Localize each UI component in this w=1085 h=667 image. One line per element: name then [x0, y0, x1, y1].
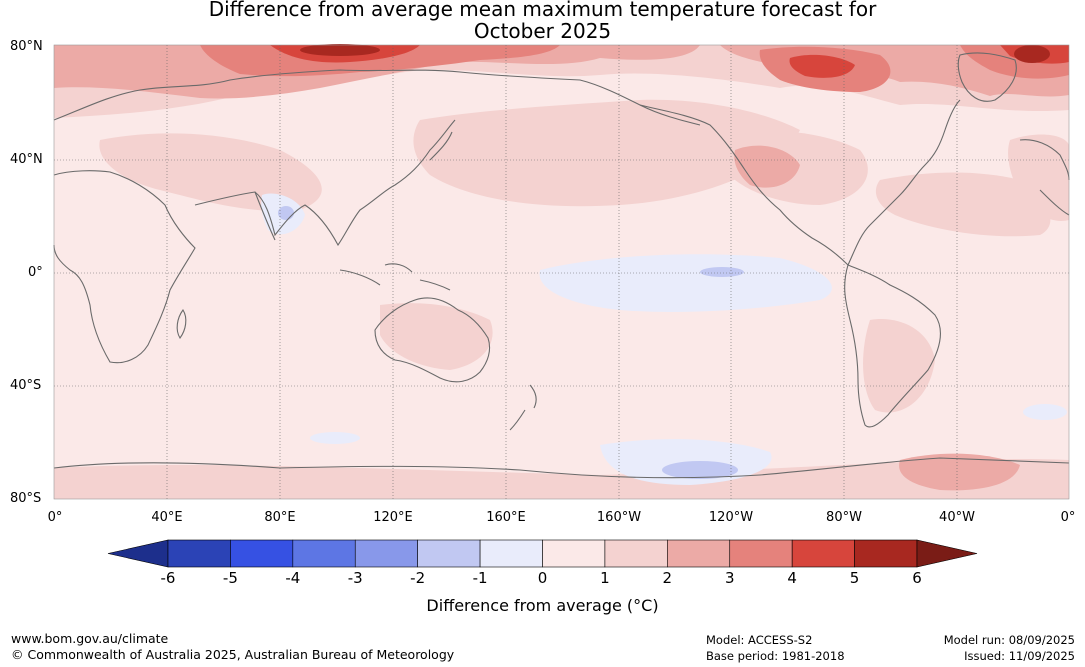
colorbar-tick-label: -4	[285, 569, 301, 587]
anomaly-region-southern-ocean	[54, 458, 1069, 499]
lon-label: 40°W	[939, 510, 975, 525]
lon-label: 0°	[47, 510, 63, 525]
anomaly-region-south-atlantic	[899, 453, 1020, 491]
footer-issued: Issued: 11/09/2025	[964, 649, 1075, 663]
colorbar-tick-label: 0	[537, 569, 548, 587]
coastlines	[53, 52, 1070, 479]
lat-label: 0°	[28, 265, 43, 280]
graticule	[54, 45, 1069, 499]
coastline-japan	[429, 131, 453, 161]
colorbar-tick-label: -1	[472, 569, 488, 587]
anomaly-region-western-us	[734, 145, 800, 188]
footer-copyright: © Commonwealth of Australia 2025, Austra…	[11, 647, 455, 662]
colorbar-swatch	[354, 539, 418, 568]
coastline-africa	[53, 170, 196, 364]
colorbar-swatch	[729, 539, 793, 568]
map-title-line2: October 2025	[473, 19, 612, 43]
colorbar-extend-high	[916, 539, 978, 568]
lon-label: 160°E	[486, 510, 526, 525]
anomaly-region-australia	[380, 303, 493, 370]
footer-base-period: Base period: 1981-2018	[706, 649, 845, 663]
colorbar-swatch	[854, 539, 918, 568]
coastline-india	[254, 191, 276, 241]
colorbar-swatch	[479, 539, 543, 568]
colorbar-tick-label: 4	[787, 569, 797, 587]
anomaly-spot	[300, 44, 380, 56]
anomaly-spot-cool	[1023, 404, 1067, 420]
coastline-indonesia	[339, 263, 451, 291]
lon-label: 160°W	[596, 510, 642, 525]
lat-label: 40°N	[10, 152, 43, 167]
colorbar-tick-label: 1	[600, 569, 610, 587]
temperature-anomaly-map	[53, 44, 1070, 500]
footer-model: Model: ACCESS-S2	[706, 633, 813, 647]
coastline-greenland	[957, 52, 1017, 102]
anomaly-region-europe	[1008, 134, 1069, 221]
colorbar-tick-label: -2	[410, 569, 426, 587]
colorbar-swatch	[167, 539, 231, 568]
lon-label: 120°E	[373, 510, 413, 525]
colorbar-swatch	[292, 539, 356, 568]
footer-url: www.bom.gov.au/climate	[11, 631, 169, 646]
lon-label: 80°W	[826, 510, 862, 525]
anomaly-spot-cool	[662, 461, 738, 479]
anomaly-region-canada-hot	[789, 54, 855, 78]
colorbar-tick-label: 3	[724, 569, 735, 587]
lat-label: 80°S	[10, 491, 42, 506]
colorbar-tick-label: -5	[222, 569, 238, 587]
colorbar-tick-label: 5	[849, 569, 860, 587]
coastline-antarctica	[53, 457, 1070, 479]
lon-label: 120°W	[708, 510, 754, 525]
colorbar-tick-label: 2	[662, 569, 673, 587]
lon-label: 80°E	[264, 510, 296, 525]
anomaly-region-south-america	[863, 319, 935, 413]
coastline-madagascar	[176, 309, 187, 339]
anomaly-spot-cool	[310, 432, 360, 444]
colorbar-swatch	[667, 539, 731, 568]
coastline-north-america	[639, 99, 961, 266]
colorbar-tick-label: 6	[912, 569, 922, 587]
coastline-australia	[374, 297, 491, 383]
lat-label: 40°S	[10, 378, 42, 393]
anomaly-region-north-pacific	[413, 99, 800, 207]
coastline-south-america	[844, 264, 941, 428]
lon-label: 40°E	[151, 510, 183, 525]
colorbar-tick-label: -6	[160, 569, 176, 587]
anomaly-spot-cool	[700, 267, 744, 277]
coastline-new-zealand	[509, 384, 537, 431]
coastline-eurasia-north	[53, 69, 701, 126]
lon-label: 0°	[1060, 510, 1076, 525]
colorbar-swatch	[791, 539, 855, 568]
anomaly-region-central-asia	[99, 133, 322, 211]
coastline-europe	[1019, 139, 1070, 216]
colorbar-extend-low	[107, 539, 169, 568]
colorbar-swatch	[604, 539, 668, 568]
colorbar-swatch	[542, 539, 606, 568]
anomaly-spot	[1014, 45, 1050, 63]
anomaly-region-atlantic	[875, 172, 1051, 237]
colorbar-tick-label: -3	[347, 569, 363, 587]
map-title-line1: Difference from average mean maximum tem…	[208, 0, 877, 21]
colorbar-swatch	[417, 539, 481, 568]
anomaly-region-equatorial-pacific	[539, 254, 832, 312]
coastline-asia-south	[194, 119, 456, 247]
map-border	[53, 44, 1070, 500]
colorbar-label: Difference from average (°C)	[426, 596, 659, 615]
lat-label: 80°N	[10, 39, 43, 54]
footer-model-run: Model run: 08/09/2025	[943, 633, 1075, 647]
colorbar-swatch	[230, 539, 294, 568]
anomaly-spot-cool	[278, 206, 294, 220]
